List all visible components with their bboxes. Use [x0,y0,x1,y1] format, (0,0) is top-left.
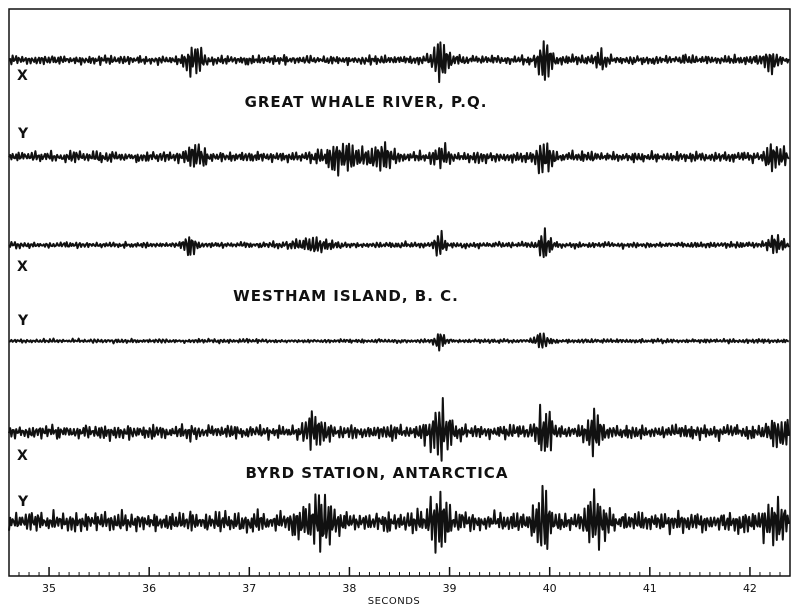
station-title-1: WESTHAM ISLAND, B. C. [233,287,459,305]
station-title-2: BYRD STATION, ANTARCTICA [246,464,509,482]
channel-label-0-y: Y [17,126,29,142]
trace-4-x [8,397,790,462]
trace-2-x [8,227,790,259]
x-tick-label-42: 42 [743,582,757,595]
x-tick-label-41: 41 [643,582,657,595]
x-tick-label-36: 36 [142,582,156,595]
x-tick-label-35: 35 [42,582,56,595]
x-tick-label-38: 38 [342,582,356,595]
x-tick-label-40: 40 [543,582,557,595]
trace-3-y [8,332,790,352]
labels-group: GREAT WHALE RIVER, P.Q. WESTHAM ISLAND, … [17,68,509,510]
station-title-0: GREAT WHALE RIVER, P.Q. [245,93,488,111]
x-axis-label: SECONDS [368,596,421,607]
trace-0-x [9,40,790,84]
channel-label-2-y: Y [17,494,29,510]
x-tick-label-39: 39 [443,582,457,595]
traces-group [8,40,790,554]
channel-label-1-y: Y [17,313,29,329]
trace-1-y [8,141,790,177]
trace-5-y [8,484,790,554]
x-axis: 35 36 37 38 39 40 41 42 [8,567,781,595]
channel-label-2-x: X [17,448,28,464]
channel-label-1-x: X [17,259,28,275]
channel-label-0-x: X [17,68,28,84]
x-tick-label-37: 37 [242,582,256,595]
